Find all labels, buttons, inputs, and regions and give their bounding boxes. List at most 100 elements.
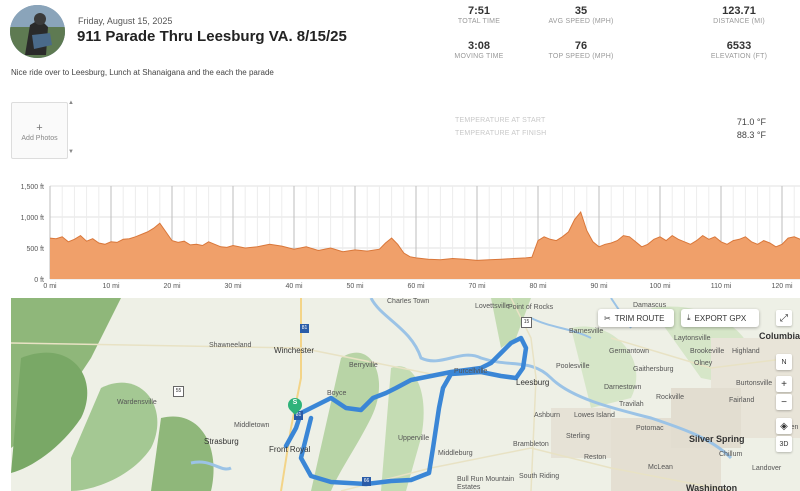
add-photos-button[interactable]: + Add Photos: [11, 102, 68, 159]
avg-speed-label: AVG SPEED (MPH): [548, 18, 614, 25]
export-gpx-button[interactable]: ⤓ EXPORT GPX: [681, 309, 759, 327]
total-time-label: TOTAL TIME: [457, 18, 501, 25]
temp-start-label: TEMPERATURE AT START: [455, 117, 546, 124]
place-highland: Highland: [732, 348, 760, 355]
place-front-royal: Front Royal: [269, 445, 311, 454]
trim-route-button[interactable]: ✂ TRIM ROUTE: [598, 309, 674, 327]
fullscreen-icon[interactable]: ⤢: [776, 310, 792, 326]
moving-time-value: 3:08: [467, 40, 491, 52]
place-brookeville: Brookeville: [690, 348, 725, 355]
place-damascus: Damascus: [633, 302, 667, 309]
place-winchester: Winchester: [274, 346, 315, 355]
avg-speed-value: 35: [574, 5, 588, 17]
place-berryville: Berryville: [349, 362, 378, 369]
compass-north-button[interactable]: N: [776, 354, 792, 370]
x-tick-label: 50 mi: [346, 283, 364, 290]
total-time-value: 7:51: [467, 5, 491, 17]
y-axis-ticks: 0 ft 500 ft 1,000 ft 1,500 ft: [21, 184, 44, 284]
scroll-up-icon[interactable]: ▲: [68, 100, 74, 106]
route-map[interactable]: Winchester Leesburg Silver Spring Washin…: [11, 298, 800, 491]
activity-description: Nice ride over to Leesburg, Lunch at Sha…: [11, 68, 274, 77]
y-tick-label: 500 ft: [26, 246, 44, 253]
place-ashburn: Ashburn: [534, 412, 561, 419]
place-middleburg: Middleburg: [438, 450, 473, 457]
x-tick-label: 110 mi: [711, 283, 732, 290]
moving-time-label: MOVING TIME: [454, 53, 504, 60]
trim-route-label: TRIM ROUTE: [614, 313, 665, 323]
place-bull-run: Bull Run Mountain Estates: [457, 476, 515, 491]
route-shield: 55: [173, 386, 184, 397]
x-tick-label: 80 mi: [529, 283, 547, 290]
place-point-of-rocks: Point of Rocks: [508, 304, 554, 311]
temp-finish-value: 88.3 °F: [736, 130, 766, 140]
place-laytonsville: Laytonsville: [674, 335, 711, 342]
distance-value: 123.71: [722, 5, 756, 17]
interstate-shield: 81: [300, 324, 309, 333]
x-tick-label: 30 mi: [224, 283, 242, 290]
elevation-line: [49, 210, 800, 261]
place-poolesville: Poolesville: [556, 363, 590, 370]
place-brambleton: Brambleton: [513, 441, 549, 448]
activity-title[interactable]: 911 Parade Thru Leesburg VA. 8/15/25: [77, 28, 347, 45]
y-tick-label: 1,000 ft: [21, 215, 44, 222]
temp-start-value: 71.0 °F: [736, 117, 766, 127]
place-gaithersburg: Gaithersburg: [633, 366, 674, 373]
y-tick-label: 0 ft: [34, 277, 44, 284]
place-south-riding: South Riding: [519, 473, 560, 480]
add-photos-label: Add Photos: [21, 135, 58, 142]
x-tick-label: 0 mi: [43, 283, 57, 290]
place-silver-spring: Silver Spring: [689, 434, 745, 444]
scroll-down-icon[interactable]: ▼: [68, 149, 74, 155]
place-leesburg: Leesburg: [516, 378, 550, 387]
place-rockville: Rockville: [656, 394, 685, 401]
x-tick-label: 90 mi: [590, 283, 608, 290]
x-tick-label: 60 mi: [407, 283, 425, 290]
place-reston: Reston: [584, 454, 607, 461]
place-landover: Landover: [752, 465, 782, 472]
route-shield: 15: [521, 317, 532, 328]
interstate-shield: 81: [294, 411, 303, 420]
start-marker-label: S: [292, 399, 298, 406]
activity-date: Friday, August 15, 2025: [78, 16, 173, 26]
x-tick-label: 120 mi: [771, 283, 792, 290]
place-purcellville: Purcellville: [454, 368, 488, 375]
place-mclean: McLean: [648, 464, 673, 471]
elevation-area: [50, 212, 800, 279]
top-speed-label: TOP SPEED (MPH): [548, 53, 614, 60]
place-germantown: Germantown: [609, 348, 650, 355]
rider-avatar: [10, 5, 65, 58]
elevation-label: ELEVATION (FT): [710, 53, 768, 60]
place-charles-town: Charles Town: [387, 298, 430, 305]
place-boyce: Boyce: [327, 390, 347, 397]
place-darnestown: Darnestown: [604, 384, 642, 391]
place-fairland: Fairland: [729, 397, 755, 404]
place-burtonsville: Burtonsville: [736, 380, 773, 387]
distance-label: DISTANCE (MI): [713, 18, 765, 25]
place-lowes-island: Lowes Island: [574, 412, 615, 419]
export-gpx-label: EXPORT GPX: [694, 313, 747, 323]
scissors-icon: ✂: [604, 313, 611, 323]
y-tick-label: 1,500 ft: [21, 184, 44, 191]
x-axis-ticks: 0 mi 10 mi 20 mi 30 mi 40 mi 50 mi 60 mi 70 mi 8…: [43, 283, 793, 290]
place-shawneeland: Shawneeland: [209, 342, 252, 349]
place-columbia: Columbia: [759, 331, 800, 341]
place-upperville: Upperville: [398, 435, 430, 442]
place-washington: Washington: [686, 483, 738, 491]
place-wardensville: Wardensville: [117, 399, 157, 406]
place-olney: Olney: [694, 360, 713, 367]
x-tick-label: 20 mi: [163, 283, 181, 290]
zoom-out-button[interactable]: −: [776, 394, 792, 410]
x-tick-label: 70 mi: [468, 283, 486, 290]
interstate-shield: 66: [362, 477, 371, 486]
elevation-chart[interactable]: 0 ft 500 ft 1,000 ft 1,500 ft 0 mi 10 mi 20 m…: [0, 178, 800, 292]
x-tick-label: 40 mi: [285, 283, 303, 290]
three-d-button[interactable]: 3D: [776, 436, 792, 452]
top-speed-value: 76: [574, 40, 588, 52]
zoom-in-button[interactable]: +: [776, 376, 792, 392]
place-potomac: Potomac: [636, 425, 664, 432]
place-sterling: Sterling: [566, 433, 590, 440]
place-barnesville: Barnesville: [569, 328, 604, 335]
layers-icon[interactable]: ◈: [776, 418, 792, 434]
place-lovettsville: Lovettsville: [475, 303, 510, 310]
temp-finish-label: TEMPERATURE AT FINISH: [455, 130, 547, 137]
